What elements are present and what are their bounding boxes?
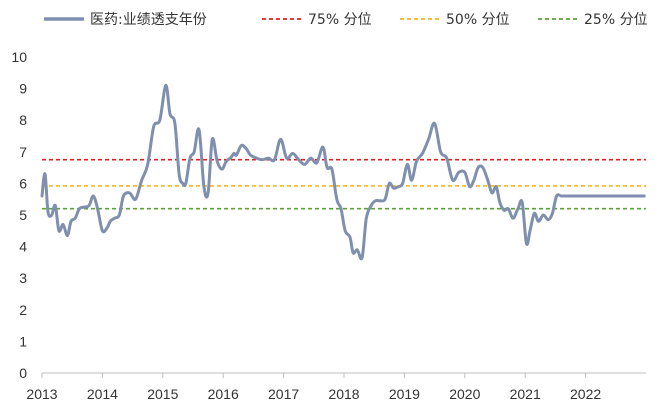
x-tick-label: 2022 bbox=[570, 386, 601, 402]
x-tick-label: 2015 bbox=[147, 386, 178, 402]
y-tick-label: 10 bbox=[11, 49, 27, 65]
legend-item-1: 75% 分位 bbox=[262, 12, 372, 28]
legend-item-2: 50% 分位 bbox=[400, 12, 510, 28]
y-tick-label: 6 bbox=[19, 175, 27, 191]
legend: 医药:业绩透支年份 75% 分位 50% 分位 25% 分位 bbox=[44, 12, 648, 28]
series-layer bbox=[40, 83, 646, 261]
legend-label: 医药:业绩透支年份 bbox=[90, 12, 207, 28]
x-axis: 2013 2014 2015 2016 2017 2018 2019 2020 2021 2022 bbox=[26, 372, 646, 402]
x-tick-label: 2013 bbox=[26, 386, 57, 402]
y-tick-label: 4 bbox=[19, 239, 27, 255]
series-line-0 bbox=[40, 83, 646, 261]
x-tick-label: 2017 bbox=[268, 386, 299, 402]
y-tick-label: 1 bbox=[19, 333, 27, 349]
legend-label: 25% 分位 bbox=[584, 12, 648, 28]
y-tick-label: 5 bbox=[19, 207, 27, 223]
y-tick-label: 2 bbox=[19, 302, 27, 318]
x-tick-label: 2019 bbox=[389, 386, 420, 402]
legend-item-3: 25% 分位 bbox=[538, 12, 648, 28]
x-tick-label: 2016 bbox=[208, 386, 239, 402]
y-tick-label: 3 bbox=[19, 270, 27, 286]
legend-label: 75% 分位 bbox=[308, 12, 372, 28]
x-tick-label: 2014 bbox=[87, 386, 118, 402]
y-tick-label: 0 bbox=[19, 365, 27, 381]
x-tick-label: 2020 bbox=[449, 386, 480, 402]
y-tick-label: 7 bbox=[19, 144, 27, 160]
x-tick-label: 2021 bbox=[510, 386, 541, 402]
y-tick-label: 9 bbox=[19, 81, 27, 97]
legend-item-0: 医药:业绩透支年份 bbox=[44, 12, 207, 28]
x-tick-label: 2018 bbox=[328, 386, 359, 402]
y-tick-label: 8 bbox=[19, 112, 27, 128]
y-axis: 0 1 2 3 4 5 6 7 8 9 10 bbox=[11, 49, 27, 381]
legend-label: 50% 分位 bbox=[446, 12, 510, 28]
